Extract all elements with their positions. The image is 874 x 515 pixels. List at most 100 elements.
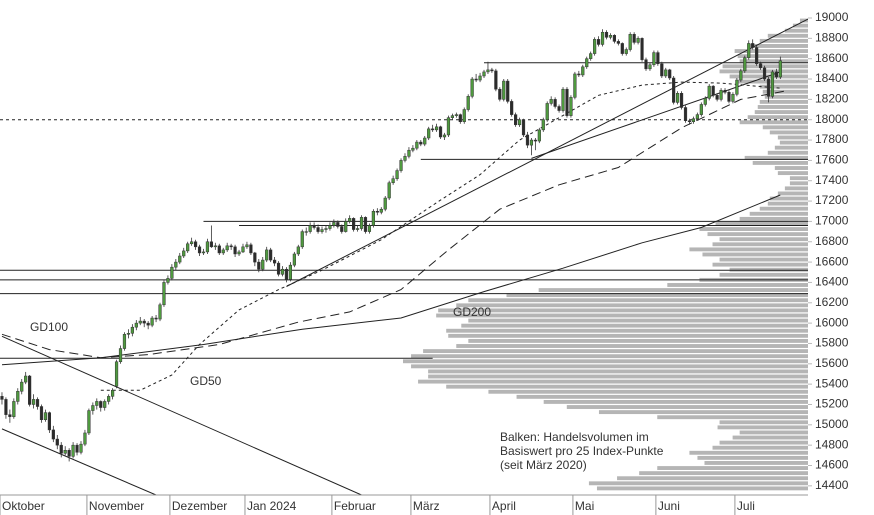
y-tick-label: 16400	[815, 275, 849, 289]
candle-body	[612, 35, 616, 42]
volume-bar	[707, 232, 808, 237]
candle-body	[241, 246, 245, 253]
candle-body	[529, 139, 534, 146]
volume-bar	[689, 247, 808, 252]
candle-body	[265, 249, 269, 261]
ma-label: GD100	[30, 320, 68, 334]
candle-body	[517, 119, 522, 126]
candle-body	[103, 401, 107, 408]
volume-bar	[657, 415, 808, 420]
candle-body	[75, 444, 79, 453]
volume-bar	[749, 211, 808, 216]
note: (seit März 2020)	[500, 458, 587, 472]
candle-body	[628, 34, 632, 50]
candle-body	[707, 85, 711, 99]
ma-label: GD200	[453, 305, 491, 319]
candle-body	[304, 231, 308, 233]
y-tick-label: 16800	[815, 234, 849, 248]
volume-bar	[456, 344, 808, 348]
candle-body	[525, 134, 530, 146]
volume-bar	[774, 166, 808, 170]
y-tick-label: 18600	[815, 51, 849, 65]
candle-body	[541, 119, 545, 131]
volume-bar	[747, 115, 808, 120]
trend-line	[531, 71, 781, 159]
volume-bar	[789, 181, 808, 186]
candle-body	[442, 134, 447, 138]
candle-body	[273, 259, 277, 264]
candle-body	[107, 396, 111, 402]
y-tick-label: 16000	[815, 315, 849, 329]
candle-body	[604, 31, 609, 38]
y-tick-label: 15800	[815, 336, 849, 350]
volume-bar	[461, 323, 808, 328]
candle-body	[336, 222, 340, 227]
candle-body	[296, 246, 300, 255]
x-tick-label: April	[492, 499, 516, 513]
volume-bar	[777, 191, 808, 196]
volume-bar	[739, 120, 808, 125]
volume-bar	[468, 298, 808, 303]
candle-body	[683, 107, 688, 121]
volume-bar	[598, 410, 808, 415]
y-tick-label: 17400	[815, 173, 849, 187]
volume-bar	[767, 150, 808, 155]
candle-body	[454, 114, 458, 116]
candle-body	[585, 58, 589, 68]
candle-body	[640, 38, 644, 60]
candle-body	[300, 231, 304, 248]
candle-body	[35, 399, 40, 407]
volume-bar	[769, 196, 808, 201]
volume-bar	[759, 99, 808, 104]
volume-bar	[719, 420, 808, 425]
candle-body	[502, 80, 506, 100]
candle-body	[466, 96, 470, 110]
candle-body	[731, 94, 735, 102]
y-tick-label: 16200	[815, 295, 849, 309]
candle-body	[237, 251, 241, 255]
candle-body	[190, 241, 194, 245]
candle-body	[419, 141, 423, 145]
candle-body	[589, 53, 593, 59]
candle-body	[83, 432, 87, 445]
y-tick-label: 14400	[815, 478, 849, 492]
volume-bar	[757, 105, 808, 109]
candle-body	[486, 69, 490, 73]
candle-body	[8, 414, 12, 417]
candle-body	[557, 106, 561, 111]
candle-body	[778, 60, 782, 78]
candle-body	[387, 182, 391, 199]
volume-bar	[617, 476, 808, 481]
candle-body	[158, 304, 162, 320]
candle-body	[652, 52, 656, 66]
candle-body	[415, 141, 419, 149]
volume-bar	[729, 267, 808, 272]
y-tick-label: 14600	[815, 458, 849, 472]
candle-body	[146, 322, 150, 326]
candle-body	[482, 71, 486, 77]
candle-body	[217, 245, 221, 254]
trend-line	[1, 335, 362, 495]
candle-body	[359, 217, 364, 229]
candle-body	[735, 79, 739, 95]
volume-bar	[774, 145, 808, 150]
candle-body	[494, 70, 498, 90]
candle-body	[170, 266, 174, 279]
candle-body	[537, 129, 541, 142]
candle-body	[549, 99, 553, 104]
candle-body	[553, 99, 557, 107]
candle-body	[257, 261, 261, 270]
candle-body	[391, 178, 395, 184]
volume-bar	[699, 227, 808, 231]
candle-body	[166, 278, 170, 283]
volume-bar	[403, 359, 808, 364]
candle-body	[221, 249, 225, 254]
candle-body	[150, 317, 154, 326]
candle-body	[691, 118, 696, 122]
candle-body	[249, 244, 253, 254]
candle-body	[229, 245, 233, 248]
candle-body	[193, 241, 198, 248]
candle-body	[332, 222, 336, 226]
x-tick-label: Juni	[658, 499, 680, 513]
volume-bar	[566, 405, 808, 409]
